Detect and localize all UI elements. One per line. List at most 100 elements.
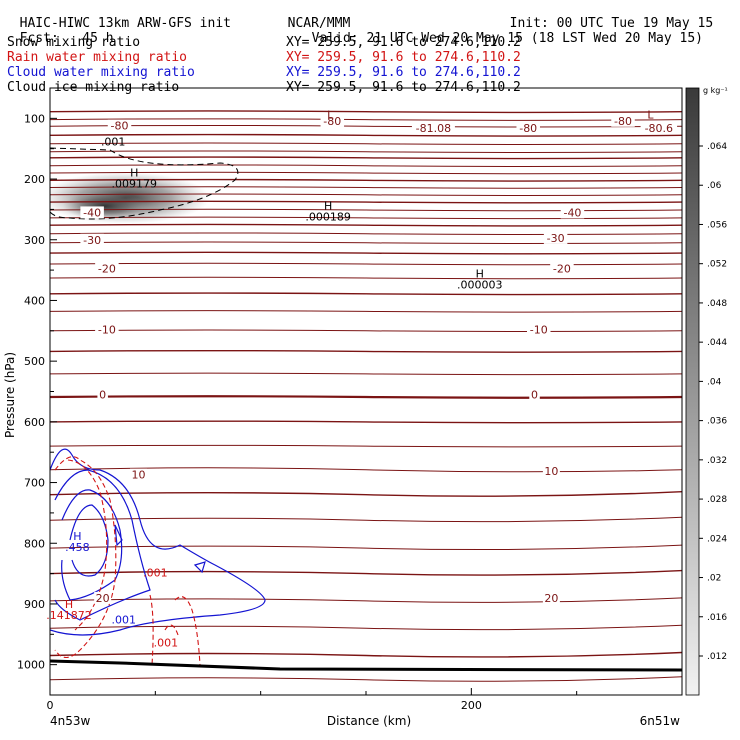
isotherm-label: 20 (544, 592, 558, 605)
isotherm-line (50, 124, 682, 128)
isotherm-line (50, 156, 682, 160)
y-axis-label: Pressure (hPa) (3, 352, 17, 438)
colorbar-tick-label: .028 (707, 495, 727, 505)
isotherm-label-bg (640, 122, 678, 135)
isotherm-line (50, 372, 682, 376)
isotherm-label: -80 (519, 122, 537, 135)
isotherm-lines (50, 110, 682, 682)
isotherm-line (50, 150, 682, 153)
isotherm-label: 10 (131, 469, 145, 482)
isotherm-label: -20 (553, 262, 571, 275)
colorbar-tick-label: .024 (707, 534, 727, 544)
isotherm-label-bg (97, 388, 108, 401)
isotherm-line (50, 216, 682, 220)
forecast-hour: Fcst: 45 h (19, 31, 114, 46)
isotherm-line (50, 651, 682, 658)
isotherm-line (50, 251, 682, 255)
extremum-value: .458 (65, 541, 90, 554)
x-tick-label: 200 (461, 699, 482, 712)
y-tick-label: 700 (24, 477, 45, 490)
isotherm-label-bg (543, 231, 568, 244)
y-axis-ticks: 100 200 300 400 500 600 700 800 900 1000 (17, 112, 57, 672)
isotherm-line (50, 171, 682, 175)
field-xy-2: XY= 259.5, 91.6 to 274.6,110.2 (286, 65, 521, 80)
colorbar-tick-label: .036 (707, 417, 727, 427)
y-tick-label: 100 (24, 112, 45, 125)
isotherm-label-bg (542, 465, 560, 478)
isotherm-line (50, 395, 682, 399)
isotherm-line (50, 142, 682, 146)
y-tick-label: 600 (24, 416, 45, 429)
field-name-2: Cloud water mixing ratio (7, 65, 195, 80)
isotherm-line (50, 241, 682, 245)
isotherm-label: -20 (98, 262, 116, 275)
y-tick-label: 1000 (17, 659, 45, 672)
isotherm-line (50, 276, 682, 280)
isotherm-line (50, 118, 682, 121)
colorbar-tick-label: .056 (707, 220, 727, 230)
isotherm-label: -80.6 (645, 122, 673, 135)
isotherm-label: -80 (323, 115, 341, 128)
colorbar-tick-label: .06 (707, 181, 722, 191)
isotherm-label-bg (560, 206, 585, 219)
isotherm-line (50, 223, 682, 227)
colorbar: g kg⁻¹ .064 .06 .056 .052 .048 .044 .04 .036 .03… (685, 86, 728, 696)
isotherm-label-bg (542, 591, 560, 604)
isotherm-label: 0 (531, 389, 538, 402)
isotherm-line (50, 200, 682, 204)
x-axis-label: Distance (km) (327, 714, 411, 728)
isotherm-line (50, 232, 682, 235)
extremum-value: .000189 (305, 210, 351, 223)
extremum-letter: L (327, 108, 334, 121)
isotherm-line (50, 544, 682, 551)
snow-max-shading-core (63, 192, 147, 220)
isotherm-label-bg (95, 262, 119, 275)
colorbar-tick-label: .048 (707, 299, 727, 309)
isotherm-label-bg (550, 262, 574, 275)
isotherm-label-bg (80, 233, 104, 246)
isotherm-label-bg (95, 323, 119, 336)
plot-area: -80 -80 -81.08 -80 -80 -80.6 -40 -40 -30 -30 -20 -2… (46, 87, 683, 696)
isotherm-label: -10 (98, 324, 116, 337)
y-tick-label: 900 (24, 598, 45, 611)
isotherm-labels: -80 -80 -81.08 -80 -80 -80.6 -40 -40 -30 -30 -20 -2… (80, 114, 678, 605)
isotherm-label: 20 (96, 592, 110, 605)
isotherm-label: -40 (563, 206, 581, 219)
isotherm-label: 10 (544, 465, 558, 478)
isotherm-label: -81.08 (416, 122, 451, 135)
org-label: NCAR/MMM (287, 16, 351, 31)
field-xy-0: XY= 259.5, 91.6 to 274.6,110.2 (286, 35, 521, 50)
extremum-value: .001 (101, 136, 126, 149)
isotherm-line (50, 110, 682, 114)
y-tick-label: 200 (24, 173, 45, 186)
field-name-0: Snow mixing ratio (7, 35, 141, 50)
extremum-letter: H (130, 167, 138, 180)
cloud-water-contours (50, 448, 266, 636)
colorbar-tick-label: .04 (707, 377, 722, 387)
ground-surface-line (50, 659, 682, 672)
isotherm-line (50, 310, 682, 313)
isotherm-line (50, 186, 682, 189)
isotherm-line (50, 467, 682, 473)
isotherm-label: -40 (83, 206, 101, 219)
isotherm-label: -30 (547, 232, 565, 245)
extrema-labels: H.009179H.000189H.000003H.458H.141872.00… (46, 108, 654, 649)
colorbar-tick-label: .052 (707, 260, 727, 270)
field-xy-1: XY= 259.5, 91.6 to 274.6,110.2 (286, 50, 521, 65)
isotherm-label-bg (129, 468, 147, 481)
isotherm-line (50, 676, 682, 682)
extremum-value: .009179 (112, 178, 158, 191)
field-name-1: Rain water mixing ratio (7, 50, 188, 65)
colorbar-tick-label: .02 (707, 574, 721, 584)
isotherm-label: -80 (111, 120, 129, 133)
extremum-value: .141872 (46, 609, 92, 622)
isotherm-line (50, 193, 682, 197)
extremum-letter: H (65, 598, 73, 611)
isotherm-line (50, 569, 682, 576)
isotherm-line (50, 178, 682, 182)
extremum-value: .000003 (457, 278, 503, 291)
x-tick-label: 0 (47, 699, 54, 712)
y-tick-label: 400 (24, 294, 45, 307)
